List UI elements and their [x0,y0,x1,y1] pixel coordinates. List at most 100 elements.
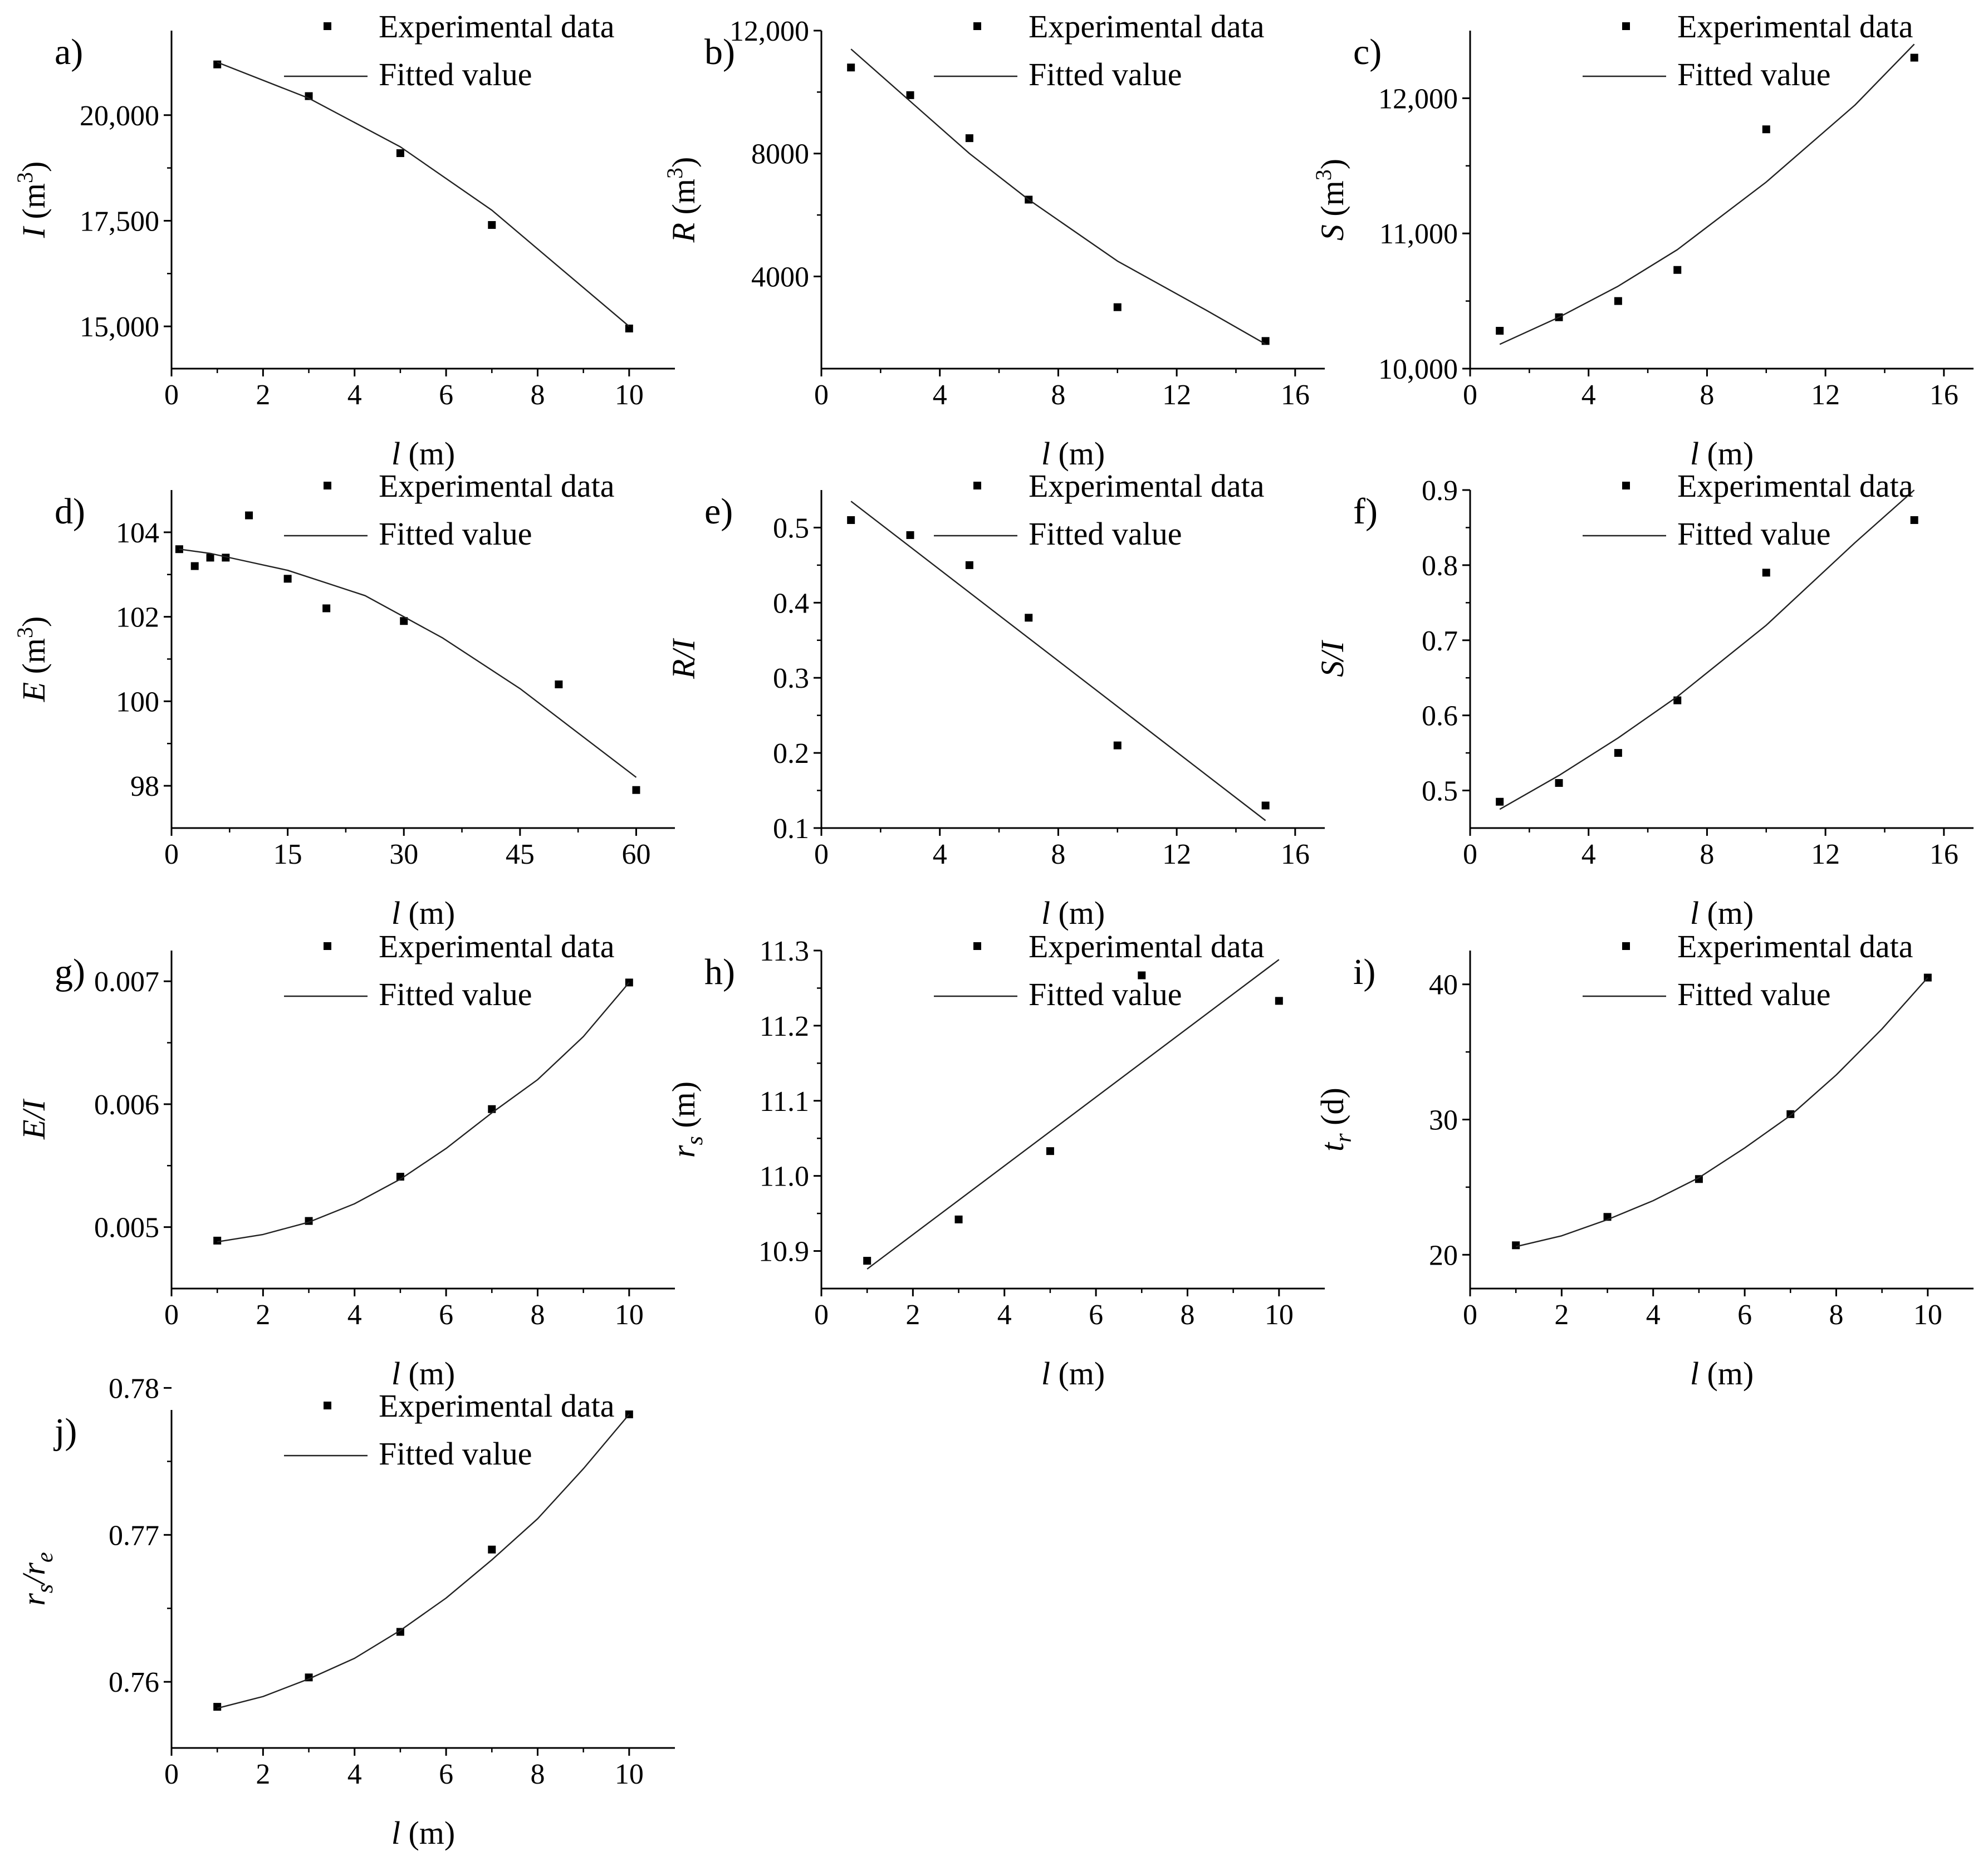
y-tick-label: 15,000 [80,311,159,343]
legend-label-experimental: Experimental data [379,468,615,504]
legend-marker-points [973,942,981,950]
y-tick-label: 0.6 [1422,701,1458,732]
x-tick-label: 2 [256,1299,270,1331]
x-axis-unit: (m) [1699,435,1754,472]
data-point [245,511,253,520]
x-tick-label: 6 [1737,1299,1752,1331]
y-tick-label: 0.9 [1422,475,1458,507]
y-axis-var: E [16,682,52,702]
x-axis-unit: (m) [1699,895,1754,931]
y-tick-label: 0.2 [773,738,809,770]
x-axis-var: l [1041,435,1050,472]
fitted-line [217,61,630,327]
x-tick-label: 16 [1281,379,1310,411]
legend: Experimental data Fitted value [1583,8,1913,92]
x-axis-title: l (m) [1690,1355,1754,1392]
x-tick-label: 12 [1811,379,1840,411]
panel-label: g) [55,952,85,992]
x-axis-var: l [391,1815,400,1851]
data-point [190,562,199,570]
legend-label-fitted: Fitted value [1029,516,1182,552]
x-tick-label: 10 [615,1759,644,1790]
x-tick-label: 30 [389,839,418,870]
x-tick-label: 16 [1281,839,1310,870]
y-axis-var: I [16,226,52,238]
panel-label: h) [704,952,735,992]
legend-label-fitted: Fitted value [1677,516,1830,552]
legend-label-fitted: Fitted value [1677,56,1830,92]
data-point [847,516,855,524]
legend: Experimental data Fitted value [934,8,1265,92]
x-tick-label: 16 [1930,379,1958,411]
data-point [906,531,914,539]
panel-i: 0 2 4 6 8 10 20 30 40 l (m) tr​ (d) i) Experimental … [1314,928,1974,1392]
y-tick-label: 0.5 [773,512,809,544]
x-tick-label: 0 [164,839,179,870]
y-tick-label: 4000 [751,261,809,293]
x-axis-title: l (m) [1041,435,1105,472]
x-tick-label: 6 [439,379,453,411]
data-point [1113,303,1122,311]
x-tick-label: 10 [615,1299,644,1331]
y-axis-unit: (m [1314,180,1350,224]
data-point [965,134,973,143]
x-tick-label: 6 [439,1299,453,1331]
y-axis-sup: 3 [12,627,37,638]
y-axis-var: t [1314,1142,1350,1152]
legend-marker-points [1622,942,1630,950]
legend-marker-points [324,942,331,950]
fitted-line [217,982,630,1243]
data-point [1762,125,1770,134]
data-point [1138,971,1146,980]
y-axis-unit: (m) [665,1081,702,1136]
y-axis-sup: 3 [662,168,687,179]
panel-label: j) [53,1411,77,1452]
x-tick-label: 4 [1646,1299,1661,1331]
data-point [847,63,855,72]
data-point [1261,801,1270,810]
legend-label-experimental: Experimental data [1029,928,1265,964]
x-tick-label: 0 [814,1299,829,1331]
y-axis-title: E/I [16,1098,52,1140]
x-tick-label: 4 [347,1299,362,1331]
legend-marker-points [973,482,981,489]
x-axis-var: l [1690,1355,1699,1392]
x-axis-title: l (m) [1690,435,1754,472]
y-tick-label: 40 [1429,969,1458,1001]
data-point [555,680,563,689]
legend: Experimental data Fitted value [1583,928,1913,1012]
x-tick-label: 8 [1700,839,1714,870]
data-point [400,617,408,625]
x-tick-label: 2 [1554,1299,1569,1331]
x-tick-label: 16 [1930,839,1958,870]
legend-label-fitted: Fitted value [379,56,532,92]
x-tick-label: 8 [530,1299,545,1331]
y-axis-title: rs​ (m) [665,1081,708,1158]
x-tick-label: 2 [256,379,270,411]
x-tick-label: 6 [1089,1299,1103,1331]
y-axis-title: rs​/re​ [16,1552,58,1605]
data-point [1275,997,1283,1005]
x-axis-unit: (m) [400,1355,455,1392]
x-axis-title: l (m) [391,1815,455,1851]
data-point [1512,1241,1520,1250]
data-point [396,1628,404,1636]
data-point [396,149,404,158]
legend-label-fitted: Fitted value [379,976,532,1012]
y-axis-title: I (m3) [12,161,52,239]
fitted-line [179,548,637,778]
x-tick-label: 4 [933,839,947,870]
data-point [1555,779,1563,787]
data-point [965,561,973,569]
x-tick-label: 8 [1180,1299,1194,1331]
y-tick-label: 100 [116,686,159,718]
panel-label: d) [55,491,85,532]
y-tick-label: 12,000 [1378,83,1458,115]
x-tick-label: 12 [1811,839,1840,870]
legend-label-experimental: Experimental data [1677,468,1913,504]
data-point [488,1545,496,1554]
x-tick-label: 6 [439,1759,453,1790]
x-axis-title: l (m) [1041,1355,1105,1392]
x-axis-title: l (m) [391,1355,455,1392]
